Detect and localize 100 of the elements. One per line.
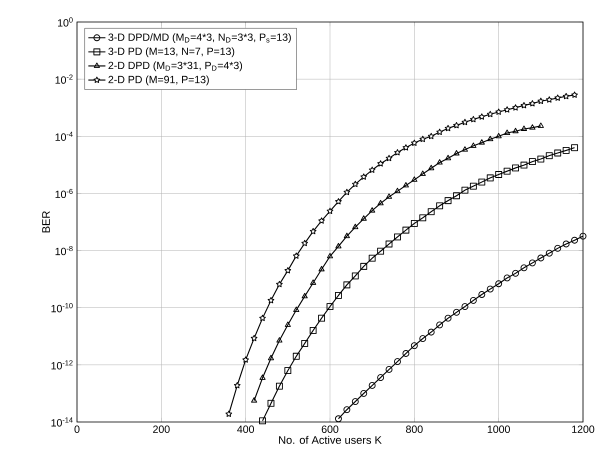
point xyxy=(520,126,528,131)
point xyxy=(284,321,291,327)
point xyxy=(504,130,510,135)
point xyxy=(419,335,426,342)
legend-label: 3-D DPD/MD (M$_{D}$=4*3, N$_{D}$=3*3, P$_{s}$=13) xyxy=(108,33,291,43)
point xyxy=(495,171,502,178)
legend-label: 2-D PD (M=91, P=13) xyxy=(108,76,209,86)
x-tick-label: 400 xyxy=(237,426,254,433)
point xyxy=(461,303,468,310)
point xyxy=(335,242,342,248)
point xyxy=(276,382,283,390)
point xyxy=(538,98,544,104)
point xyxy=(453,192,460,200)
point xyxy=(344,232,350,238)
point xyxy=(310,279,316,285)
point xyxy=(487,136,494,142)
legend-label: 3-D PD (M=13, N=7, P=13) xyxy=(108,47,234,58)
point xyxy=(284,267,292,274)
point xyxy=(428,132,435,140)
point xyxy=(352,180,359,188)
point xyxy=(520,264,528,272)
point xyxy=(326,252,334,258)
point xyxy=(512,104,519,111)
point xyxy=(344,188,350,196)
point xyxy=(293,306,300,312)
point xyxy=(478,178,486,186)
point xyxy=(444,197,452,204)
point xyxy=(546,152,553,160)
point xyxy=(436,202,444,210)
y-tick-label: 10$^{-4}$ xyxy=(56,132,73,141)
point xyxy=(453,308,460,316)
point xyxy=(420,170,426,176)
point xyxy=(386,240,392,248)
point xyxy=(268,354,274,360)
point xyxy=(360,390,368,397)
point xyxy=(520,162,528,169)
point xyxy=(352,398,359,405)
point xyxy=(571,91,578,98)
x-tick-label: 200 xyxy=(153,426,170,433)
point xyxy=(478,139,485,145)
point xyxy=(368,254,376,262)
point xyxy=(402,182,409,188)
point xyxy=(292,252,300,259)
point xyxy=(554,244,562,252)
point xyxy=(453,150,460,156)
point xyxy=(250,334,258,342)
point xyxy=(410,342,418,350)
point xyxy=(495,280,502,288)
point xyxy=(486,110,494,118)
x-tick-label: 1000 xyxy=(488,426,510,433)
point xyxy=(428,328,435,336)
point xyxy=(335,198,342,204)
point xyxy=(554,150,562,156)
point xyxy=(495,108,502,115)
point xyxy=(310,327,317,334)
point xyxy=(377,160,384,167)
point xyxy=(326,303,334,310)
point xyxy=(259,314,266,322)
point xyxy=(343,281,350,288)
point xyxy=(276,280,283,288)
y-tick-label: 10$^{0}$ xyxy=(58,17,73,27)
point xyxy=(334,415,342,422)
y-tick-label: 10$^{-10}$ xyxy=(51,303,73,312)
point xyxy=(284,367,292,374)
point xyxy=(394,149,401,156)
point xyxy=(444,314,452,322)
x-tick-label: 0 xyxy=(74,426,80,433)
point xyxy=(546,96,553,103)
point xyxy=(377,248,384,255)
point xyxy=(402,350,410,357)
legend-label: 2-D DPD (M$_{D}$=3*31, P$_{D}$=4*3) xyxy=(108,61,242,72)
point xyxy=(470,296,477,304)
point xyxy=(428,208,435,216)
point xyxy=(411,176,418,182)
point xyxy=(445,154,452,160)
y-tick-label: 10$^{-12}$ xyxy=(51,360,73,370)
point xyxy=(268,296,274,304)
point xyxy=(343,406,350,414)
point xyxy=(528,259,536,266)
point xyxy=(369,207,376,213)
point xyxy=(478,291,486,298)
point xyxy=(386,366,392,373)
point xyxy=(428,164,434,170)
point xyxy=(486,286,494,293)
point xyxy=(512,270,519,277)
point xyxy=(276,337,282,342)
x-axis-title: No. of Active users K xyxy=(279,436,382,444)
y-tick-label: 10$^{-14}$ xyxy=(51,417,73,427)
point xyxy=(504,106,510,113)
point xyxy=(251,397,258,403)
point xyxy=(470,142,476,148)
point xyxy=(436,159,443,165)
point xyxy=(301,240,308,246)
point xyxy=(462,118,468,126)
point xyxy=(326,208,334,214)
point xyxy=(259,374,266,380)
point xyxy=(436,321,444,328)
point xyxy=(562,146,570,154)
point xyxy=(360,173,368,180)
point xyxy=(470,182,477,190)
